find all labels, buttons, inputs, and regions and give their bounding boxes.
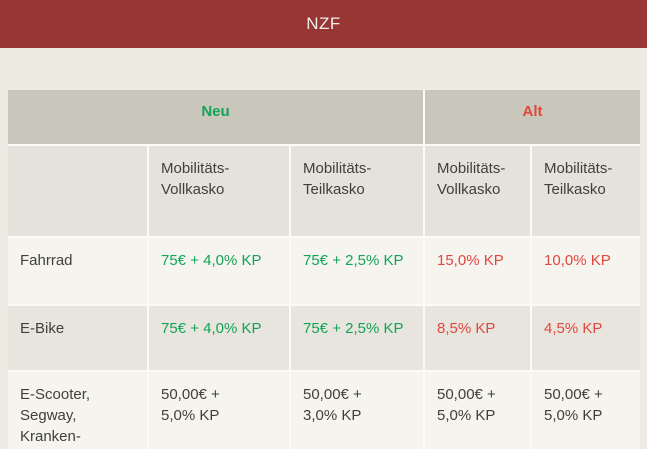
subheader-empty-cell [8, 145, 149, 238]
subheader-alt-teilkasko: Mobilitäts- Teilkasko [531, 145, 640, 238]
subheader-neu-teilkasko: Mobilitäts- Teilkasko [290, 145, 425, 238]
page-title: NZF [306, 14, 341, 33]
group-header-row: Neu Alt [8, 90, 640, 146]
table-row-escooter: E-Scooter, Segway, Kranken-fahrstuhl 50,… [8, 371, 640, 449]
table-row-ebike: E-Bike 75€ + 4,0% KP 75€ + 2,5% KP 8,5% … [8, 305, 640, 372]
row-label: E-Scooter, Segway, Kranken-fahrstuhl [8, 371, 149, 449]
value-cell: 75€ + 2,5% KP [290, 237, 425, 306]
value-cell: 4,5% KP [531, 305, 640, 372]
value-cell: 75€ + 4,0% KP [148, 237, 291, 306]
subheader-neu-vollkasko: Mobilitäts- Vollkasko [148, 145, 291, 238]
value-cell: 75€ + 4,0% KP [148, 305, 291, 372]
row-label: Fahrrad [8, 237, 149, 306]
value-cell: 50,00€ + 5,0% KP [148, 371, 291, 449]
value-cell: 75€ + 2,5% KP [290, 305, 425, 372]
value-cell: 8,5% KP [424, 305, 532, 372]
table-row-fahrrad: Fahrrad 75€ + 4,0% KP 75€ + 2,5% KP 15,0… [8, 237, 640, 306]
tariff-table: Neu Alt Mobilitäts- Vollkasko Mobilitäts… [8, 90, 640, 449]
value-cell: 50,00€ + 5,0% KP [531, 371, 640, 449]
row-label: E-Bike [8, 305, 149, 372]
group-header-neu: Neu [8, 90, 425, 146]
value-cell: 50,00€ + 5,0% KP [424, 371, 532, 449]
group-header-alt: Alt [424, 90, 640, 146]
value-cell: 15,0% KP [424, 237, 532, 306]
value-cell: 10,0% KP [531, 237, 640, 306]
app-header-bar: NZF [0, 0, 647, 48]
value-cell: 50,00€ + 3,0% KP [290, 371, 425, 449]
subheader-alt-vollkasko: Mobilitäts- Vollkasko [424, 145, 532, 238]
subheader-row: Mobilitäts- Vollkasko Mobilitäts- Teilka… [8, 145, 640, 238]
